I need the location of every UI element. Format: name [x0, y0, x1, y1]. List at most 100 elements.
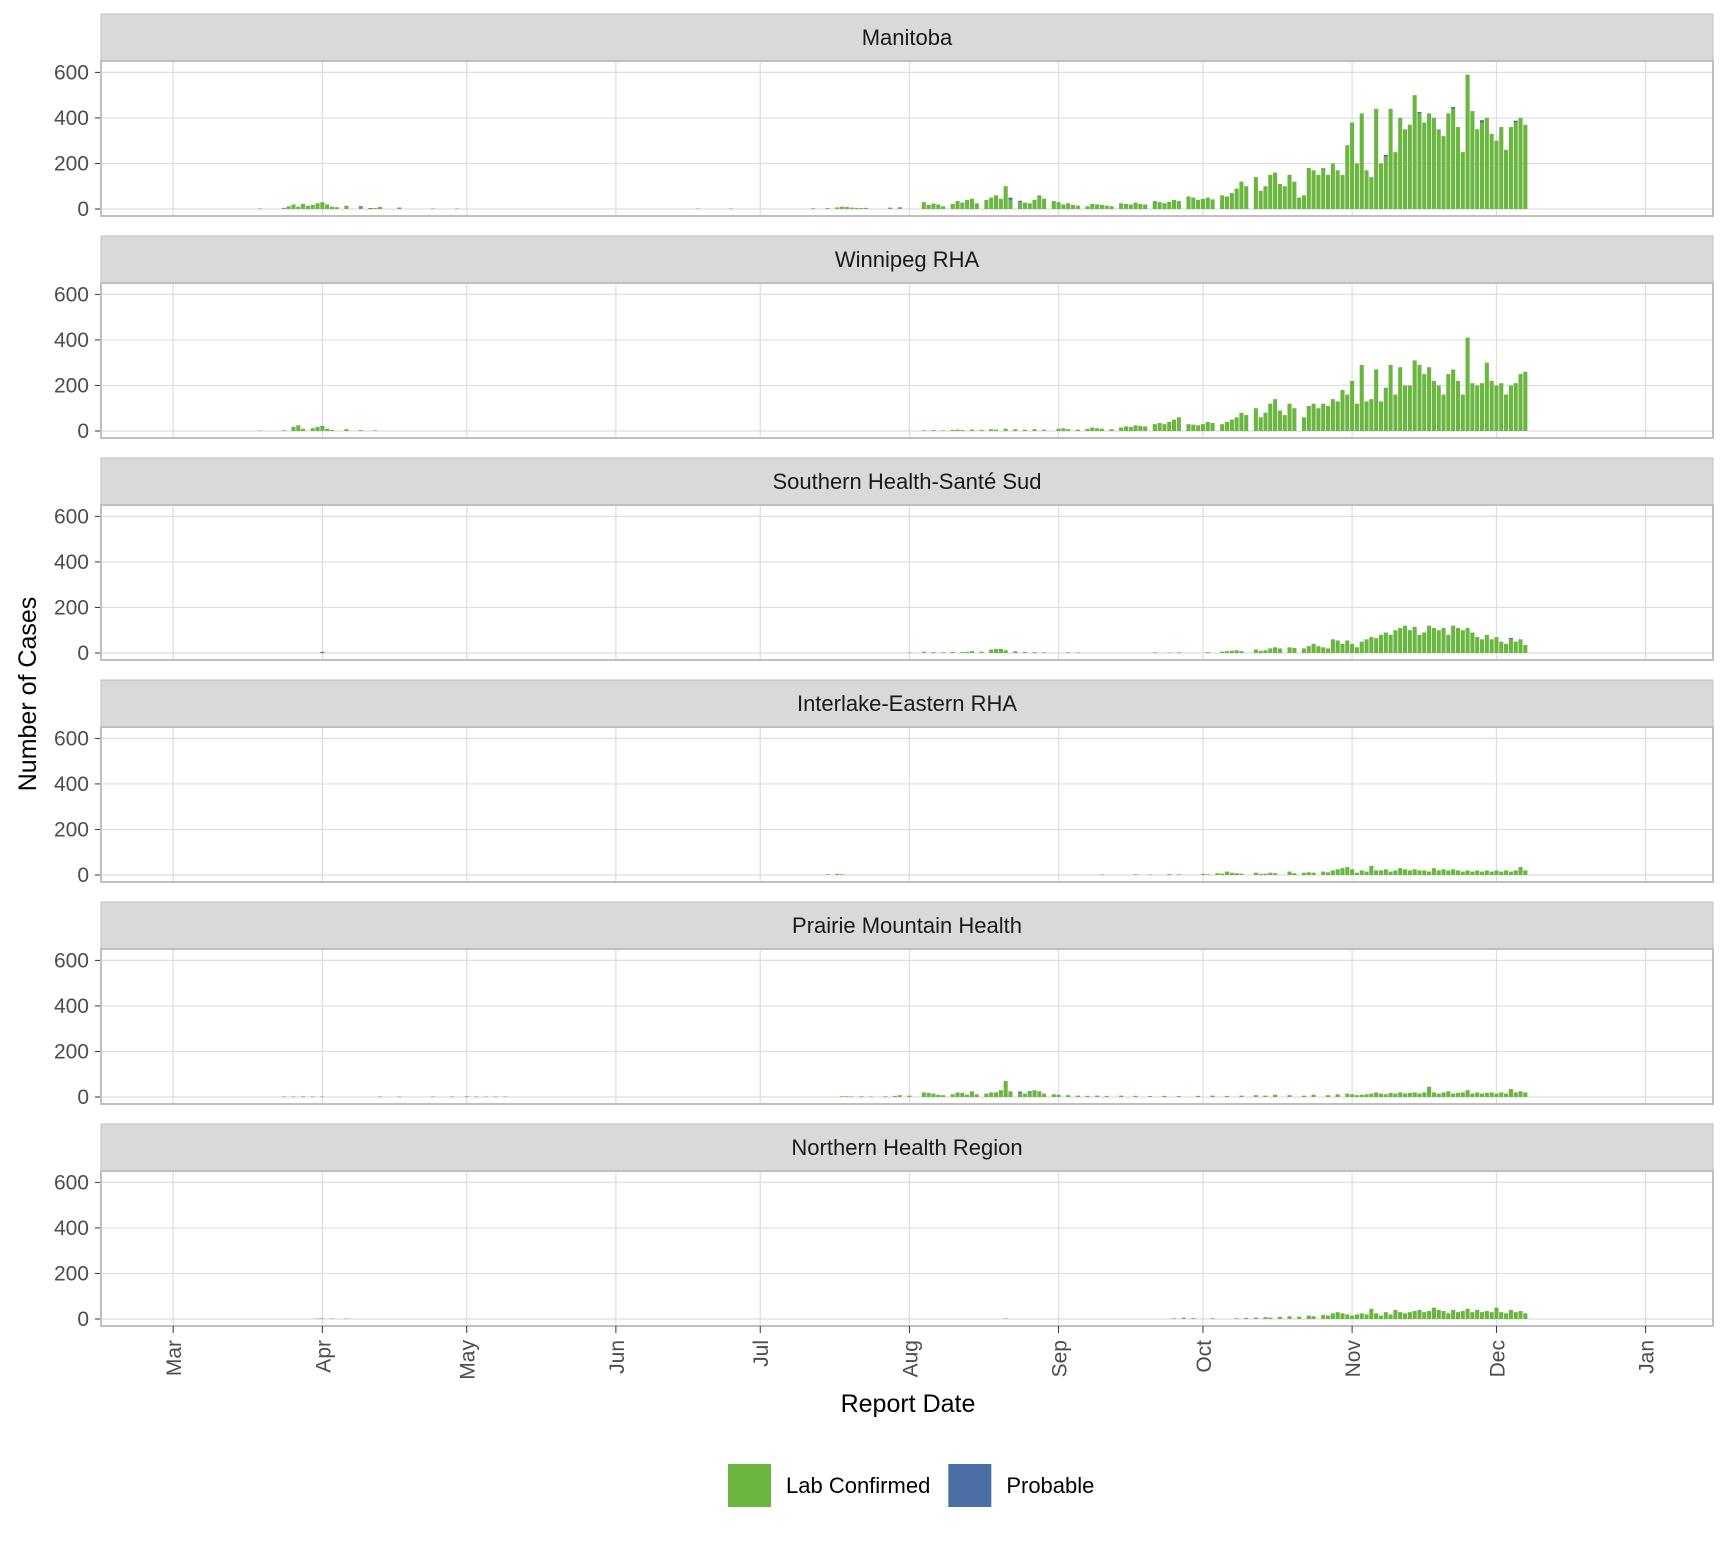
bar	[1037, 195, 1042, 197]
bar	[1364, 639, 1369, 653]
bar	[358, 430, 363, 431]
bar	[1479, 1312, 1485, 1319]
bar	[1292, 647, 1297, 653]
bar	[1287, 871, 1292, 875]
bar	[1239, 1095, 1244, 1097]
bar	[358, 207, 363, 209]
bar	[1330, 163, 1335, 209]
bar	[1003, 1318, 1008, 1320]
bar	[941, 1095, 946, 1097]
bar	[969, 198, 975, 209]
bar	[931, 203, 936, 209]
bar	[955, 429, 960, 431]
bar	[950, 203, 955, 209]
bar	[1311, 872, 1316, 875]
bar	[921, 651, 926, 653]
bar	[1172, 1318, 1177, 1319]
bar	[1484, 870, 1489, 875]
bar	[1475, 129, 1480, 209]
bar	[1143, 204, 1148, 209]
bar	[1292, 408, 1297, 431]
bar	[1359, 870, 1364, 875]
bar	[464, 1096, 469, 1097]
bar	[1441, 1092, 1446, 1097]
bar	[1128, 426, 1133, 431]
bar	[1383, 154, 1388, 157]
bar	[1378, 401, 1384, 431]
x-tick-label: Nov	[1342, 1340, 1365, 1378]
bar	[1032, 199, 1037, 209]
bar	[1321, 871, 1326, 875]
bar	[1301, 195, 1307, 209]
bar	[325, 204, 330, 209]
bar	[1455, 1092, 1461, 1097]
bar	[835, 207, 840, 209]
bar	[301, 428, 306, 431]
bar	[1417, 634, 1422, 653]
y-tick-label: 600	[54, 1171, 89, 1194]
bar	[1277, 1316, 1282, 1319]
bar	[1417, 112, 1422, 114]
bar	[1273, 172, 1278, 209]
bar	[1099, 204, 1104, 209]
bar	[1205, 652, 1210, 653]
bar	[344, 205, 349, 207]
bar	[1383, 1094, 1388, 1097]
bar	[1027, 1092, 1032, 1097]
bar	[1042, 198, 1047, 209]
bar	[1306, 1315, 1311, 1319]
panel-border	[100, 60, 1714, 217]
bar	[941, 430, 946, 432]
bar	[960, 652, 965, 653]
bar	[1354, 163, 1359, 209]
bar	[1301, 1095, 1307, 1097]
bars	[320, 625, 1528, 654]
bar	[825, 874, 830, 875]
y-tick-label: 0	[77, 642, 89, 665]
bar	[1422, 122, 1427, 209]
bar	[984, 199, 989, 209]
bar	[1172, 419, 1177, 431]
bar	[969, 429, 975, 431]
bar	[1508, 639, 1513, 653]
x-axis: Mar Apr May Jun Jul Aug Sep Oct Nov Dec Jan	[163, 1326, 1659, 1380]
bar	[1383, 632, 1388, 653]
bar	[1258, 190, 1263, 209]
bar	[1513, 122, 1518, 209]
bar	[1374, 369, 1379, 431]
bar	[941, 206, 946, 209]
bar	[1234, 650, 1239, 653]
bar	[883, 1096, 888, 1097]
bar	[1455, 127, 1461, 209]
bar	[344, 429, 349, 431]
bar	[1133, 874, 1138, 875]
y-tick-label: 400	[54, 995, 89, 1018]
bar	[1398, 1092, 1403, 1097]
bar	[936, 1094, 941, 1097]
facet-strip	[100, 901, 1714, 950]
bar	[1359, 113, 1364, 209]
bar	[1460, 152, 1465, 209]
legend-item: Probable	[948, 1464, 1094, 1507]
bar	[931, 652, 936, 653]
x-tick-label: Jul	[750, 1340, 773, 1367]
bar	[1489, 639, 1494, 653]
bar	[1258, 873, 1263, 875]
bar	[1417, 1093, 1422, 1097]
bar	[811, 208, 816, 209]
bar	[1427, 1086, 1432, 1097]
bar	[320, 426, 325, 431]
bar	[1407, 385, 1412, 431]
bar	[1167, 421, 1172, 431]
bar	[1244, 415, 1249, 431]
bar	[1075, 205, 1080, 209]
bar	[1210, 1318, 1215, 1319]
bar	[1494, 140, 1499, 209]
bar	[1484, 362, 1489, 431]
bar	[1263, 1317, 1268, 1319]
bar	[1499, 871, 1504, 875]
bar	[1268, 648, 1273, 653]
bar	[1051, 1094, 1056, 1097]
bar	[1316, 174, 1321, 209]
bar	[1268, 403, 1273, 431]
